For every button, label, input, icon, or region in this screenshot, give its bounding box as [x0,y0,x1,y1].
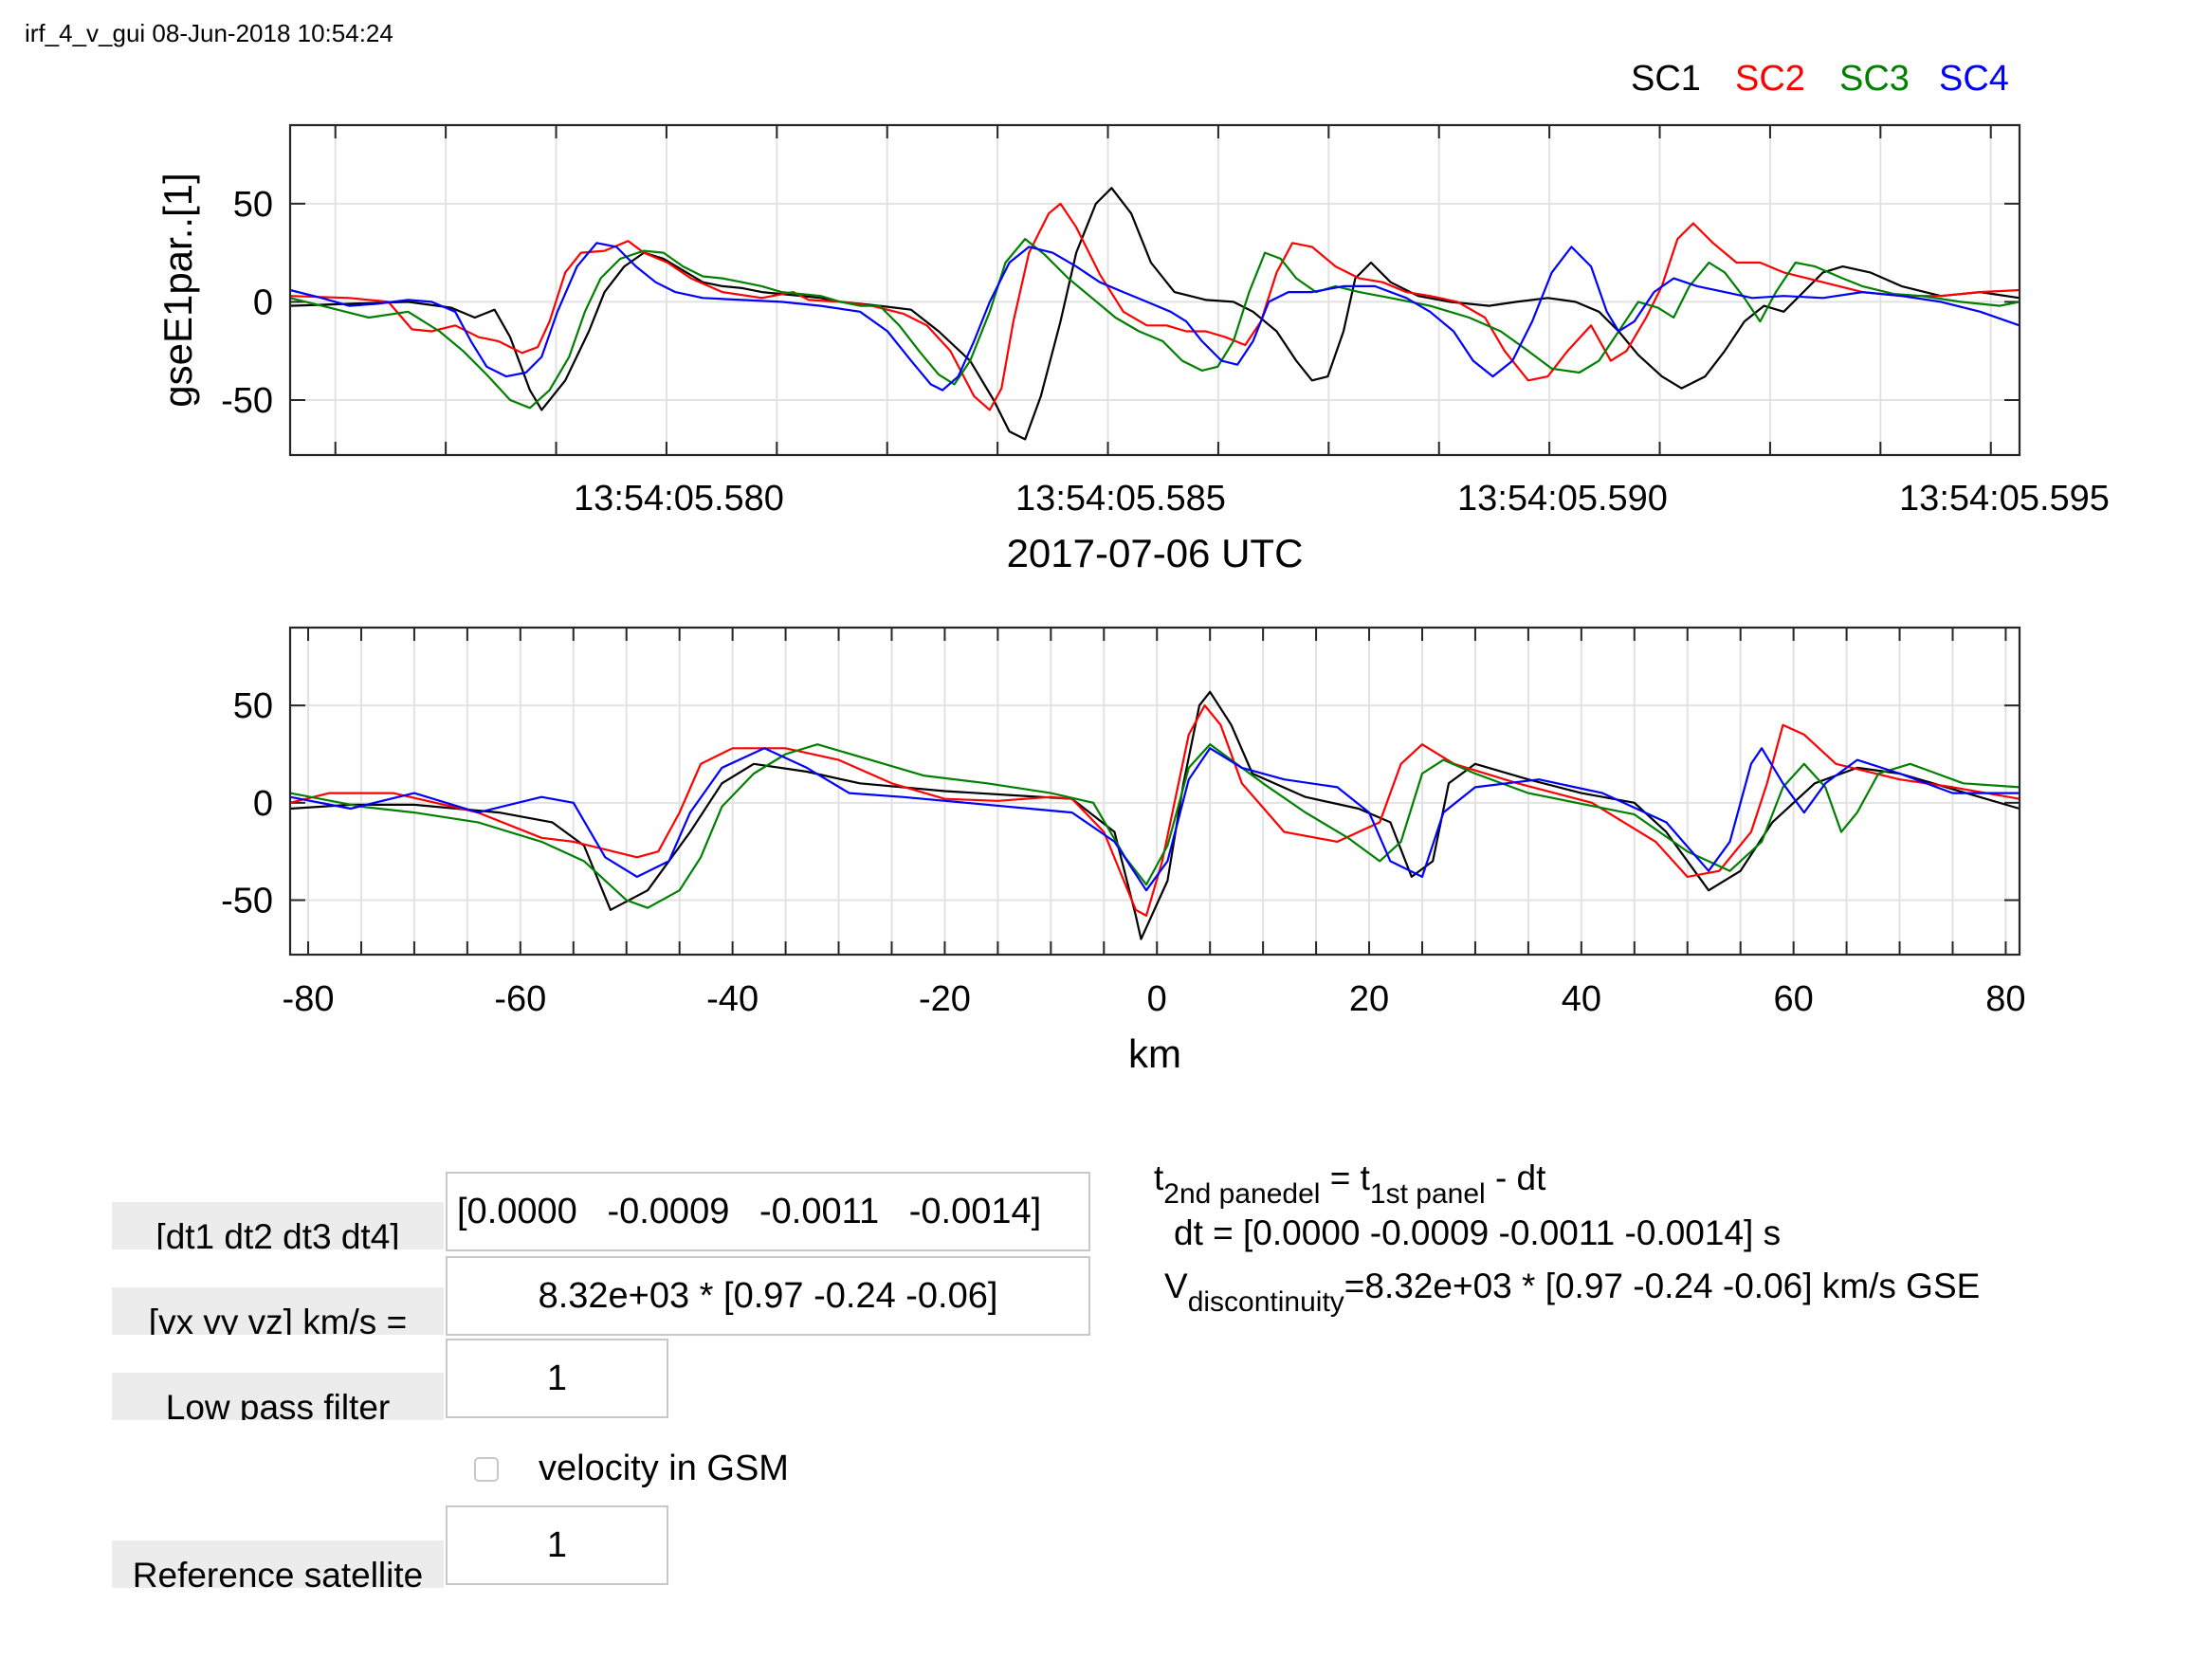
refsat-input[interactable] [446,1505,668,1585]
x-tick-label: -20 [919,979,971,1019]
formula-t: t [1154,1158,1164,1197]
formula-time-shift: t2nd panedel = t1st panel - dt [1154,1158,1546,1210]
x-tick-label: 13:54:05.585 [1015,479,1226,519]
axes-frame [288,123,2021,457]
legend-sc2: SC2 [1735,59,1805,99]
axes-frame [288,626,2021,957]
formula-tail: - dt [1485,1158,1546,1197]
x-tick-label: -80 [283,979,335,1019]
lowpass-label: Low pass filter [112,1373,444,1420]
formula-sub-1st: 1st panel [1369,1178,1486,1210]
series-line-sc3 [289,743,2020,909]
x-tick-label: 20 [1349,979,1389,1019]
y-axis-label: gseE1par..[1] [155,173,200,408]
legend-sc1: SC1 [1631,59,1701,99]
formula-eq: = t [1320,1158,1370,1197]
series-line-sc4 [289,747,2020,892]
velocity-input[interactable] [446,1256,1090,1336]
series-line-sc3 [289,238,2020,410]
y-tick-label: -50 [221,882,273,921]
series-line-sc4 [289,242,2020,392]
window-title: irf_4_v_gui 08-Jun-2018 10:54:24 [25,19,393,47]
lowpass-input[interactable] [446,1339,668,1418]
series-line-sc2 [289,703,2020,918]
y-tick-label: 0 [253,784,273,824]
x-axis-label: km [1128,1031,1181,1076]
x-tick-label: 13:54:05.580 [574,479,784,519]
series-line-sc1 [289,187,2020,441]
x-tick-label: 13:54:05.595 [1899,479,2110,519]
formula-sub-discontinuity: discontinuity [1187,1286,1344,1318]
dt-input[interactable] [446,1172,1090,1251]
y-tick-label: 0 [253,283,273,322]
gsm-checkbox-label[interactable]: velocity in GSM [539,1449,789,1488]
x-tick-label: -60 [494,979,546,1019]
x-tick-label: 40 [1562,979,1601,1019]
x-tick-label: 80 [1985,979,2025,1019]
velocity-label: [vx vy vz] km/s = [112,1287,444,1335]
x-tick-label: -40 [706,979,759,1019]
panel-1 [288,123,2021,457]
y-tick-label: -50 [221,381,273,421]
refsat-label: Reference satellite [112,1540,444,1588]
dt-label: [dt1 dt2 dt3 dt4] [112,1202,444,1249]
series-line-sc1 [289,690,2020,940]
formula-v: V [1164,1267,1188,1305]
formula-dt: dt = [0.0000 -0.0009 -0.0011 -0.0014] s [1174,1213,1782,1252]
panel-2 [288,626,2021,957]
x-tick-label: 13:54:05.590 [1457,479,1668,519]
x-tick-label: 60 [1774,979,1814,1019]
gsm-checkbox[interactable] [474,1457,499,1482]
formula-sub-2nd: 2nd panedel [1163,1178,1321,1210]
legend-sc4: SC4 [1939,59,2009,99]
legend-sc3: SC3 [1839,59,1910,99]
y-tick-label: 50 [233,185,273,225]
x-axis-label: 2017-07-06 UTC [1007,531,1304,575]
y-tick-label: 50 [233,686,273,726]
formula-v-tail: =8.32e+03 * [0.97 -0.24 -0.06] km/s GSE [1344,1267,1981,1305]
x-tick-label: 0 [1147,979,1167,1019]
series-line-sc2 [289,202,2020,411]
formula-velocity: Vdiscontinuity=8.32e+03 * [0.97 -0.24 -0… [1164,1267,1981,1318]
